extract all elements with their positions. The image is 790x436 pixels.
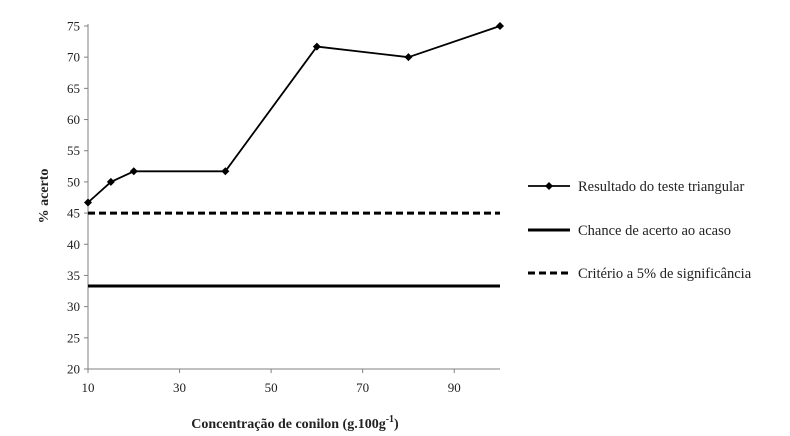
y-tick-label: 50: [67, 174, 80, 189]
series-layer: [84, 22, 504, 288]
data-point-marker: [106, 177, 115, 186]
x-axis-label-superscript: -1: [386, 414, 394, 425]
y-tick-label: 70: [67, 50, 80, 65]
data-point-marker: [312, 42, 321, 51]
y-tick-label: 40: [67, 237, 80, 252]
data-point-marker: [496, 22, 504, 30]
y-tick-label: 35: [67, 268, 80, 283]
series-line-resultado-do-teste-triangular: [87, 25, 501, 204]
y-tick-label: 65: [67, 81, 80, 96]
y-tick-label: 45: [67, 206, 80, 221]
x-tick-label: 50: [265, 380, 278, 395]
legend-label: Chance de acerto ao acaso: [578, 223, 731, 239]
x-tick-label: 30: [173, 380, 186, 395]
x-axis-label-close: ): [394, 417, 399, 432]
x-axis-label: Concentração de conilon (g.100g-1): [191, 414, 399, 432]
data-point-marker: [404, 53, 413, 62]
y-ticks: 20 25 30 35 40 45 50 55 60 65 70 75: [67, 19, 88, 377]
legend-label: Resultado do teste triangular: [578, 179, 744, 195]
x-tick-label: 70: [356, 380, 369, 395]
x-ticks: 10 30 50 70 90: [82, 369, 461, 395]
y-tick-label: 20: [67, 362, 80, 377]
data-point-marker: [84, 198, 92, 207]
x-tick-label: 90: [448, 380, 461, 395]
legend-label: Critério a 5% de significância: [578, 266, 752, 282]
y-tick-label: 55: [67, 143, 80, 158]
y-tick-label: 25: [67, 330, 80, 345]
y-tick-label: 75: [67, 19, 80, 34]
y-axis-label: % acerto: [37, 169, 52, 224]
y-tick-label: 60: [67, 112, 80, 127]
plot-area: 20 25 30 35 40 45 50 55 60 65 70 75 10 30 50 70 90: [67, 19, 504, 395]
legend: Resultado do teste triangular Chance de a…: [528, 179, 752, 282]
data-point-marker: [221, 167, 230, 176]
y-tick-label: 30: [67, 299, 80, 314]
legend-marker: [545, 182, 553, 190]
x-tick-label: 10: [82, 380, 95, 395]
x-axis-label-main: Concentração de conilon (g.100g: [191, 417, 385, 432]
data-point-marker: [129, 167, 138, 176]
